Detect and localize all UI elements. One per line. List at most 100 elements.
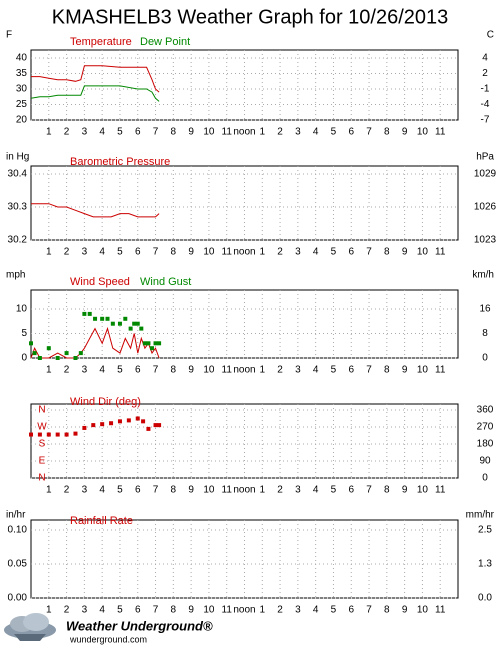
data-point (153, 341, 158, 346)
data-point (29, 432, 33, 437)
x-tick-label: 8 (171, 485, 177, 496)
x-tick-label: 6 (348, 485, 354, 496)
y2-tick-label: 1.3 (478, 559, 492, 570)
data-point (46, 432, 51, 437)
y2-tick-label: 2 (482, 68, 488, 79)
x-tick-label: 9 (188, 247, 194, 258)
x-tick-label: 3 (82, 485, 88, 496)
data-point (32, 351, 37, 356)
y2-tick-label: 180 (477, 439, 494, 450)
x-tick-label: 9 (188, 485, 194, 496)
x-tick-label: 5 (331, 605, 337, 616)
x-tick-label: 1 (46, 485, 52, 496)
data-point (46, 346, 51, 351)
data-point (146, 426, 151, 431)
x-tick-label: 7 (153, 127, 159, 138)
x-tick-label: 10 (417, 247, 429, 258)
x-tick-label: 9 (402, 485, 408, 496)
legend-entry: Wind Speed (70, 276, 130, 288)
x-tick-label: 6 (135, 605, 141, 616)
brand: Weather Underground® (66, 618, 213, 633)
y-axis-unit: in Hg (6, 152, 29, 163)
x-tick-label: 10 (203, 605, 215, 616)
x-tick-label: 1 (46, 605, 52, 616)
y-tick-label: 0.10 (8, 525, 28, 536)
y2-tick-label: 2.5 (478, 525, 492, 536)
legend-entry: Dew Point (140, 36, 190, 48)
data-point (153, 423, 158, 428)
data-point (55, 356, 60, 360)
data-point (93, 316, 98, 321)
y2-tick-label: -7 (481, 115, 490, 126)
x-tick-label: 11 (222, 485, 233, 496)
y2-tick-label: 1026 (474, 202, 497, 213)
x-tick-label: 6 (348, 605, 354, 616)
data-point (135, 416, 140, 421)
x-tick-label: 10 (417, 365, 429, 376)
y2-axis-unit: km/h (472, 270, 494, 281)
x-tick-label: 11 (222, 127, 233, 138)
x-tick-label: 2 (277, 247, 283, 258)
x-tick-label: 7 (366, 485, 372, 496)
data-point (117, 321, 122, 326)
data-point (132, 321, 137, 326)
x-tick-label: 6 (135, 485, 141, 496)
x-tick-label: 11 (435, 485, 446, 496)
y-axis-unit: in/hr (6, 510, 26, 521)
x-tick-label: 9 (402, 247, 408, 258)
x-tick-label: noon (233, 485, 255, 496)
data-point (110, 321, 115, 326)
y2-tick-label: -4 (481, 99, 490, 110)
x-tick-label: 9 (402, 605, 408, 616)
x-tick-label: 8 (171, 365, 177, 376)
x-tick-label: 9 (188, 365, 194, 376)
x-tick-label: 2 (64, 485, 70, 496)
x-tick-label: 9 (188, 127, 194, 138)
x-tick-label: 7 (153, 247, 159, 258)
data-point (37, 432, 42, 437)
y2-tick-label: 4 (482, 53, 488, 64)
x-tick-label: 3 (82, 365, 88, 376)
y2-tick-label: 8 (482, 328, 488, 339)
x-tick-label: 11 (435, 605, 446, 616)
legend-entry: Wind Gust (140, 276, 191, 288)
x-tick-label: 1 (46, 365, 52, 376)
x-tick-label: 11 (435, 247, 446, 258)
y2-tick-label: 16 (479, 304, 491, 315)
x-tick-label: 8 (384, 485, 390, 496)
x-tick-label: noon (233, 247, 255, 258)
y-tick-label: N (38, 405, 45, 416)
x-tick-label: 1 (260, 605, 266, 616)
data-point (78, 351, 83, 356)
x-tick-label: 2 (64, 247, 70, 258)
data-point (82, 311, 87, 316)
y2-tick-label: 0.0 (478, 593, 492, 604)
x-tick-label: 6 (348, 365, 354, 376)
x-tick-label: 10 (203, 485, 215, 496)
x-tick-label: 1 (260, 365, 266, 376)
data-point (64, 432, 69, 437)
y2-tick-label: 0 (482, 353, 488, 364)
x-tick-label: 1 (260, 485, 266, 496)
y-tick-label: N (38, 473, 45, 484)
x-tick-label: 2 (64, 605, 70, 616)
data-point (73, 356, 78, 360)
x-tick-label: 5 (331, 485, 337, 496)
data-point (105, 316, 110, 321)
y-tick-label: 30 (16, 84, 28, 95)
y2-tick-label: 1023 (474, 235, 497, 246)
x-tick-label: 8 (171, 247, 177, 258)
x-tick-label: 6 (348, 247, 354, 258)
x-tick-label: 4 (99, 365, 105, 376)
x-tick-label: 11 (222, 247, 233, 258)
x-tick-label: 4 (99, 247, 105, 258)
x-tick-label: noon (233, 365, 255, 376)
x-tick-label: 8 (384, 127, 390, 138)
x-tick-label: 7 (153, 605, 159, 616)
y-tick-label: 20 (16, 115, 28, 126)
x-tick-label: 2 (277, 605, 283, 616)
y2-axis-unit: hPa (476, 152, 494, 163)
x-tick-label: 4 (99, 127, 105, 138)
x-tick-label: 10 (417, 485, 429, 496)
